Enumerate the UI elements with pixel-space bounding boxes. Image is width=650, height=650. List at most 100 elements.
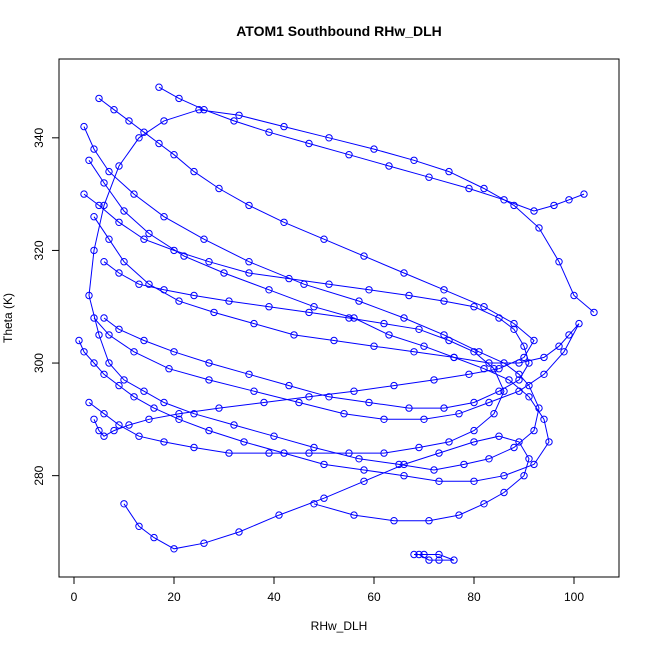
series-1 bbox=[75, 156, 553, 485]
y-axis-label: Theta (K) bbox=[1, 293, 15, 343]
data-point bbox=[505, 376, 513, 384]
data-point bbox=[455, 410, 463, 418]
data-point bbox=[290, 331, 298, 339]
data-point bbox=[410, 550, 418, 559]
data-point bbox=[470, 426, 478, 435]
data-point bbox=[430, 376, 438, 384]
data-point bbox=[485, 398, 493, 407]
data-point bbox=[415, 325, 423, 333]
data-point bbox=[510, 325, 518, 333]
data-point bbox=[530, 426, 538, 435]
x-tick-label: 40 bbox=[267, 590, 281, 604]
data-point bbox=[305, 139, 313, 148]
data-point bbox=[90, 246, 98, 255]
data-point bbox=[95, 201, 103, 210]
chart-title: ATOM1 Southbound RHw_DLH bbox=[236, 23, 442, 39]
data-point bbox=[465, 184, 473, 193]
data-point bbox=[160, 117, 168, 125]
data-point bbox=[470, 348, 478, 356]
data-point bbox=[115, 218, 123, 227]
x-tick-label: 60 bbox=[367, 590, 381, 604]
data-point bbox=[365, 286, 373, 294]
data-point bbox=[90, 213, 98, 221]
data-point bbox=[385, 331, 393, 339]
data-point bbox=[190, 443, 198, 452]
data-point bbox=[260, 398, 268, 407]
data-point bbox=[280, 218, 288, 227]
data-point bbox=[440, 286, 448, 294]
data-point bbox=[525, 381, 533, 390]
data-point bbox=[105, 331, 113, 339]
data-point bbox=[95, 94, 103, 103]
data-point bbox=[480, 184, 488, 193]
data-point bbox=[205, 258, 213, 266]
data-point bbox=[475, 348, 483, 356]
data-point bbox=[480, 303, 488, 311]
data-point bbox=[120, 207, 128, 215]
data-point bbox=[220, 269, 228, 277]
data-point bbox=[295, 398, 303, 407]
data-point bbox=[140, 235, 148, 243]
data-point bbox=[550, 201, 558, 210]
data-point bbox=[435, 477, 443, 485]
data-point bbox=[495, 314, 503, 322]
data-point bbox=[540, 415, 548, 423]
data-point bbox=[190, 291, 198, 300]
data-point bbox=[135, 522, 143, 530]
data-point bbox=[380, 319, 388, 328]
data-point bbox=[490, 410, 498, 418]
data-point bbox=[470, 398, 478, 407]
data-point bbox=[540, 353, 548, 362]
data-point bbox=[200, 539, 208, 547]
data-point bbox=[305, 393, 313, 401]
data-point bbox=[345, 314, 353, 322]
data-point bbox=[545, 438, 553, 446]
data-point bbox=[445, 167, 453, 176]
series-line bbox=[93, 216, 580, 420]
data-point bbox=[100, 179, 108, 187]
y-tick-label: 280 bbox=[32, 465, 46, 485]
data-point bbox=[400, 269, 408, 277]
data-point bbox=[190, 410, 198, 418]
data-point bbox=[110, 426, 118, 435]
data-point bbox=[390, 381, 398, 390]
data-point bbox=[440, 297, 448, 305]
data-point bbox=[305, 308, 313, 317]
data-point bbox=[340, 410, 348, 418]
data-point bbox=[565, 331, 573, 339]
data-point bbox=[405, 291, 413, 300]
series-line bbox=[88, 261, 505, 454]
data-point bbox=[425, 517, 433, 525]
data-point bbox=[500, 196, 508, 204]
data-point bbox=[170, 246, 178, 255]
data-point bbox=[140, 387, 148, 395]
data-point bbox=[500, 472, 508, 480]
data-point bbox=[525, 455, 533, 463]
data-point bbox=[115, 269, 123, 277]
data-point bbox=[100, 258, 108, 266]
data-point bbox=[115, 325, 123, 333]
data-point bbox=[305, 449, 313, 457]
data-point bbox=[130, 393, 138, 401]
data-point bbox=[90, 314, 98, 322]
data-point bbox=[525, 393, 533, 401]
data-point bbox=[170, 151, 178, 159]
series-7 bbox=[155, 83, 588, 215]
data-point bbox=[250, 319, 258, 328]
data-point bbox=[215, 404, 223, 412]
data-point bbox=[175, 410, 183, 418]
data-point bbox=[555, 342, 563, 350]
data-point bbox=[435, 449, 443, 457]
y-tick-label: 320 bbox=[32, 240, 46, 260]
data-point bbox=[265, 303, 273, 311]
data-point bbox=[245, 201, 253, 210]
data-point bbox=[120, 376, 128, 384]
data-point bbox=[325, 280, 333, 288]
data-point bbox=[415, 550, 423, 559]
data-point bbox=[85, 291, 93, 300]
plot-frame bbox=[58, 58, 620, 578]
y-tick-label: 340 bbox=[32, 127, 46, 147]
data-point bbox=[360, 477, 368, 485]
data-point bbox=[100, 314, 108, 322]
data-point bbox=[160, 438, 168, 446]
